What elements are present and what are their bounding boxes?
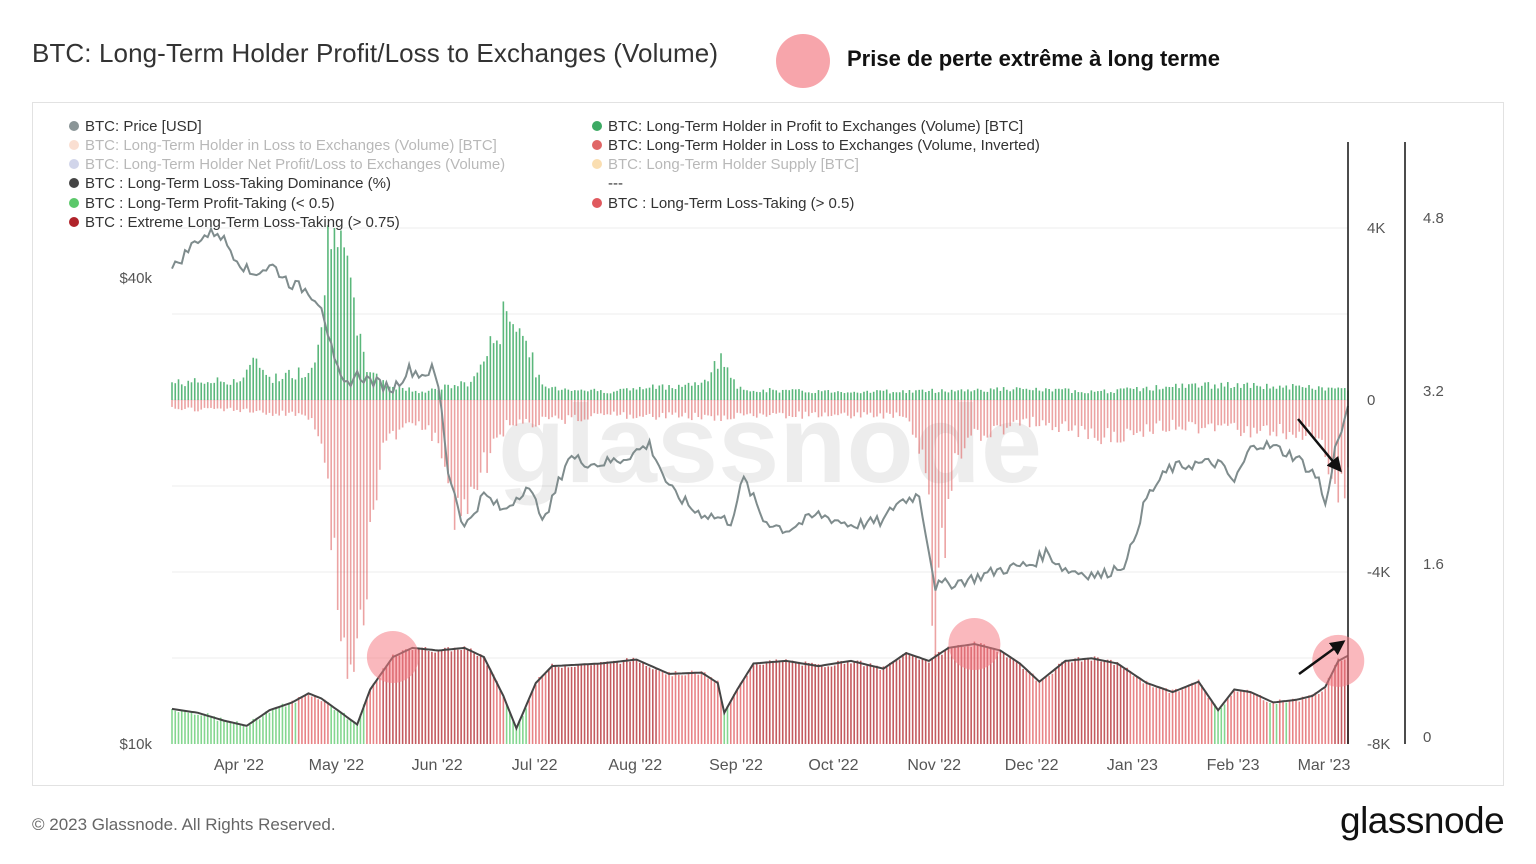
legend-item: BTC : Extreme Long-Term Loss-Taking (> 0… [69, 214, 400, 231]
volume-bars [171, 225, 1349, 679]
dominance-series [171, 642, 1349, 732]
legend: BTC: Price [USD] BTC: Long-Term Holder in… [69, 118, 1040, 231]
legend-dot [69, 121, 79, 131]
legend-label: BTC : Long-Term Loss-Taking Dominance (%… [85, 175, 391, 192]
legend-item: BTC: Long-Term Holder in Loss to Exchang… [592, 137, 1040, 154]
x-tick-label: Jan '23 [1107, 757, 1158, 774]
glassnode-logo: glassnode [1340, 800, 1505, 841]
x-tick-label: Dec '22 [1005, 757, 1059, 774]
dominance-tick-label: 1.6 [1423, 556, 1444, 573]
legend-item: BTC : Long-Term Loss-Taking Dominance (%… [69, 175, 391, 192]
legend-item: --- [608, 175, 623, 192]
legend-item: BTC : Long-Term Profit-Taking (< 0.5) [69, 195, 335, 212]
legend-dot [69, 159, 79, 169]
legend-item: BTC : Long-Term Loss-Taking (> 0.5) [592, 195, 854, 212]
legend-dot [592, 140, 602, 150]
grid-lines [172, 227, 1348, 659]
legend-item: BTC: Long-Term Holder in Profit to Excha… [592, 118, 1023, 135]
axes: 4K 0 -4K -8K 4.8 3.2 1.6 0 $40k $10k Apr '22 May '2… [119, 142, 1444, 774]
dominance-tick-label: 4.8 [1423, 210, 1444, 227]
legend-label: BTC: Long-Term Holder in Loss to Exchang… [608, 137, 1040, 154]
legend-label: BTC: Long-Term Holder in Profit to Excha… [608, 118, 1023, 135]
legend-label: --- [608, 175, 623, 192]
legend-dot [592, 159, 602, 169]
x-tick-label: May '22 [309, 757, 365, 774]
dominance-tick-label: 0 [1423, 729, 1431, 746]
legend-dot [592, 121, 602, 131]
dominance-bars [171, 641, 1349, 744]
legend-dot [69, 198, 79, 208]
x-tick-label: Feb '23 [1207, 757, 1260, 774]
x-tick-label: Nov '22 [907, 757, 961, 774]
arrows [1297, 418, 1346, 676]
legend-label: BTC: Long-Term Holder Net Profit/Loss to… [85, 156, 505, 173]
legend-dot [592, 198, 602, 208]
volume-tick-label: 0 [1367, 392, 1375, 409]
x-tick-label: Jun '22 [412, 757, 463, 774]
legend-item: BTC: Price [USD] [69, 118, 202, 135]
annotation-text: Prise de perte extrême à long terme [847, 46, 1220, 71]
x-tick-label: Mar '23 [1298, 757, 1351, 774]
price-tick-label: $10k [119, 736, 152, 753]
annotation-dot [776, 34, 830, 88]
x-tick-label: Oct '22 [808, 757, 858, 774]
x-tick-label: Apr '22 [214, 757, 264, 774]
chart-title: BTC: Long-Term Holder Profit/Loss to Exc… [32, 38, 719, 68]
legend-label: BTC: Price [USD] [85, 118, 202, 135]
extreme-highlight [948, 618, 1001, 670]
legend-item: BTC: Long-Term Holder in Loss to Exchang… [69, 137, 497, 154]
legend-dot [69, 217, 79, 227]
copyright: © 2023 Glassnode. All Rights Reserved. [32, 815, 336, 834]
legend-label: BTC: Long-Term Holder Supply [BTC] [608, 156, 859, 173]
price-line [171, 226, 1349, 591]
x-tick-label: Aug '22 [608, 757, 662, 774]
highlights [366, 618, 1365, 687]
legend-label: BTC: Long-Term Holder in Loss to Exchang… [85, 137, 497, 154]
legend-dot [69, 178, 79, 188]
price-tick-label: $40k [119, 270, 152, 287]
extreme-highlight [1312, 634, 1365, 687]
legend-label: BTC : Long-Term Loss-Taking (> 0.5) [608, 195, 854, 212]
legend-label: BTC : Long-Term Profit-Taking (< 0.5) [85, 195, 335, 212]
volume-tick-label: 4K [1367, 220, 1385, 237]
x-tick-label: Sep '22 [709, 757, 763, 774]
dominance-tick-label: 3.2 [1423, 383, 1444, 400]
volume-tick-label: -8K [1367, 736, 1390, 753]
dominance-line [171, 642, 1349, 732]
arrow-down [1297, 418, 1342, 473]
legend-label: BTC : Extreme Long-Term Loss-Taking (> 0… [85, 214, 400, 231]
volume-tick-label: -4K [1367, 564, 1390, 581]
arrow-up [1298, 640, 1346, 676]
legend-item: BTC: Long-Term Holder Net Profit/Loss to… [69, 156, 505, 173]
extreme-highlight [366, 630, 419, 683]
legend-dot [69, 140, 79, 150]
price-series [171, 226, 1349, 591]
chart-panel [32, 102, 1504, 786]
x-tick-label: Jul '22 [512, 757, 558, 774]
legend-item: BTC: Long-Term Holder Supply [BTC] [592, 156, 859, 173]
